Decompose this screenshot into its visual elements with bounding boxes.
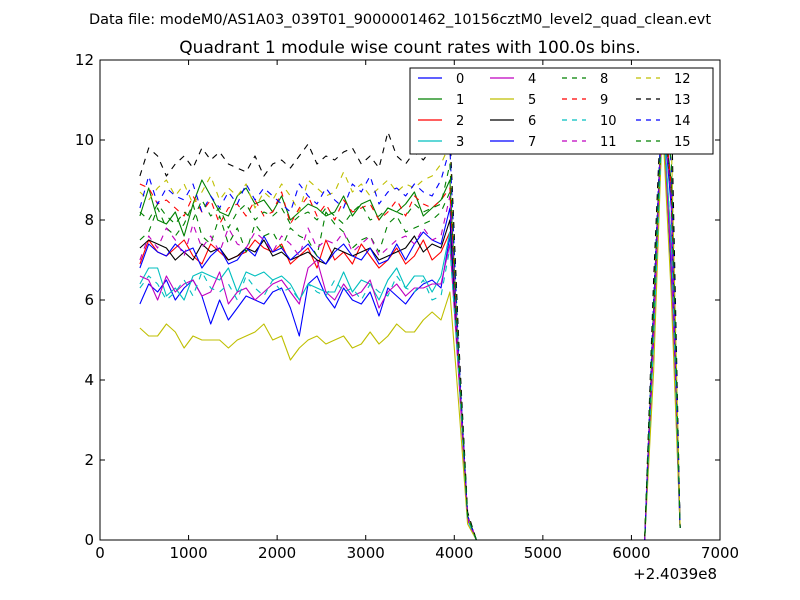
- figure-suptitle: Data file: modeM0/AS1A03_039T01_90000014…: [89, 12, 711, 28]
- series-line-15: [139, 103, 681, 540]
- series-line-4: [139, 119, 681, 540]
- y-tick-label: 8: [84, 211, 94, 229]
- legend-label-2: 2: [456, 114, 464, 129]
- legend-label-6: 6: [528, 114, 536, 129]
- x-tick-label: 5000: [524, 544, 562, 562]
- legend-frame: [409, 67, 714, 155]
- y-tick-label: 10: [75, 131, 94, 149]
- x-tick-label: 3000: [347, 544, 385, 562]
- legend-label-7: 7: [528, 135, 536, 150]
- y-tick-label: 2: [84, 451, 94, 469]
- legend-label-9: 9: [600, 93, 608, 108]
- x-tick-label: 2000: [258, 544, 296, 562]
- series-layer: [139, 75, 681, 540]
- legend-label-1: 1: [456, 93, 464, 108]
- legend-label-3: 3: [456, 135, 464, 150]
- legend-label-10: 10: [600, 114, 617, 129]
- legend-label-8: 8: [600, 72, 608, 87]
- legend-label-5: 5: [528, 93, 536, 108]
- series-line-14: [139, 91, 681, 540]
- legend-label-12: 12: [674, 72, 691, 87]
- x-tick-label: 1000: [169, 544, 207, 562]
- legend-label-4: 4: [528, 72, 536, 87]
- x-offset-label: +2.4039e8: [633, 565, 717, 583]
- legend-label-11: 11: [600, 135, 617, 150]
- y-tick-label: 0: [84, 531, 94, 549]
- y-tick-label: 12: [75, 51, 94, 69]
- y-tick-label: 6: [84, 291, 94, 309]
- legend-label-0: 0: [456, 72, 464, 87]
- legend-label-14: 14: [674, 114, 691, 129]
- y-tick-label: 4: [84, 371, 94, 389]
- chart-title: Quadrant 1 module wise count rates with …: [179, 38, 640, 58]
- x-tick-label: 0: [95, 544, 105, 562]
- series-line-5: [139, 119, 681, 540]
- x-tick-label: 4000: [435, 544, 473, 562]
- x-tick-label: 6000: [612, 544, 650, 562]
- legend-label-13: 13: [674, 93, 691, 108]
- x-tick-label: 7000: [701, 544, 739, 562]
- legend-label-15: 15: [674, 135, 691, 150]
